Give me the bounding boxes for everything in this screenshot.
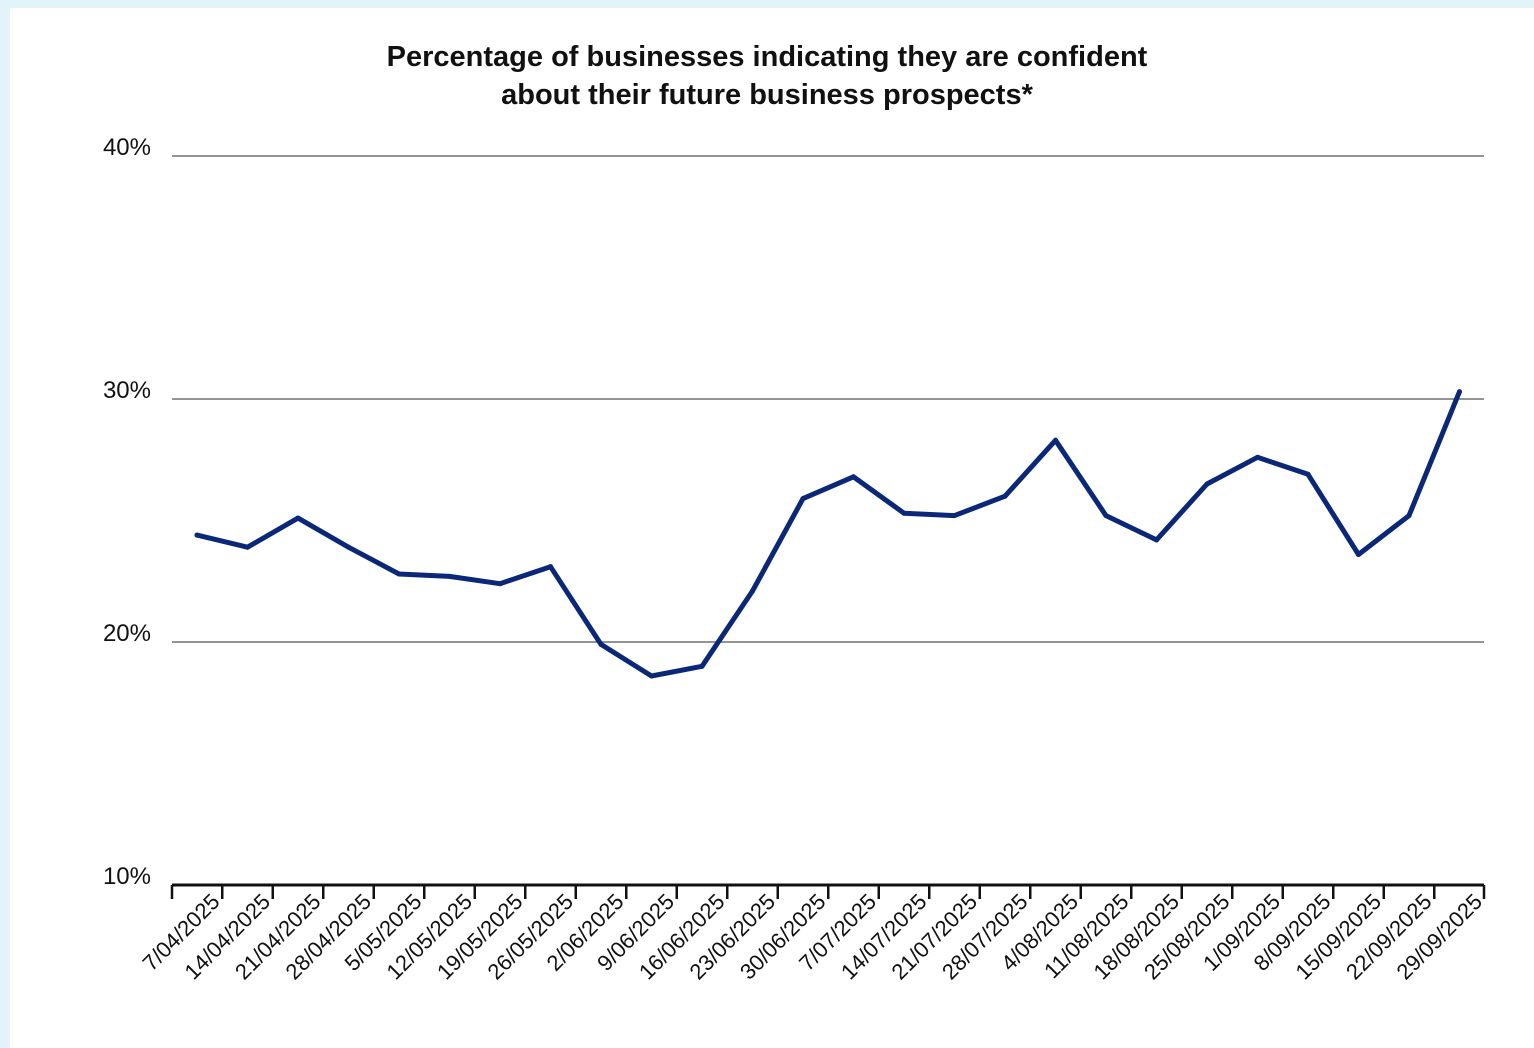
x-axis-tick-labels: 7/04/202514/04/202521/04/202528/04/20255… bbox=[138, 889, 1487, 985]
data-point bbox=[649, 673, 654, 679]
data-point bbox=[750, 588, 755, 594]
data-point bbox=[1255, 454, 1260, 460]
data-point bbox=[1204, 481, 1210, 487]
data-point bbox=[1002, 493, 1008, 499]
chart-title-line-1: Percentage of businesses indicating they… bbox=[386, 41, 1148, 73]
data-point bbox=[901, 510, 907, 516]
data-point bbox=[699, 663, 705, 669]
data-point bbox=[295, 515, 301, 521]
chart-title-line-2: about their future business prospects* bbox=[501, 79, 1033, 111]
chart-title: Percentage of businesses indicating they… bbox=[0, 38, 1534, 114]
data-point bbox=[396, 571, 402, 577]
data-point bbox=[851, 474, 856, 480]
gridlines bbox=[172, 155, 1484, 643]
chart-panel bbox=[10, 8, 1534, 1048]
data-point bbox=[194, 532, 200, 538]
y-axis-tick-labels: 10% 20% 30% 40% bbox=[103, 134, 151, 890]
data-point bbox=[1356, 552, 1361, 558]
x-axis bbox=[170, 883, 1486, 899]
data-point bbox=[1457, 389, 1462, 395]
data-point bbox=[1053, 437, 1058, 443]
data-point bbox=[447, 573, 452, 579]
data-point bbox=[1305, 471, 1311, 477]
data-point bbox=[497, 581, 503, 587]
data-point bbox=[548, 564, 553, 570]
y-tick-label: 30% bbox=[103, 377, 151, 404]
data-point bbox=[1406, 513, 1412, 519]
series-layer bbox=[194, 389, 1462, 679]
data-point bbox=[1103, 513, 1109, 519]
y-tick-label: 40% bbox=[103, 134, 151, 161]
data-point bbox=[245, 544, 250, 550]
data-point bbox=[800, 496, 806, 502]
data-point bbox=[952, 513, 957, 519]
data-point bbox=[1154, 537, 1159, 543]
data-point bbox=[598, 641, 604, 647]
y-tick-label: 10% bbox=[103, 863, 151, 890]
data-point bbox=[346, 544, 351, 550]
series-line bbox=[194, 389, 1462, 679]
y-tick-label: 20% bbox=[103, 620, 151, 647]
